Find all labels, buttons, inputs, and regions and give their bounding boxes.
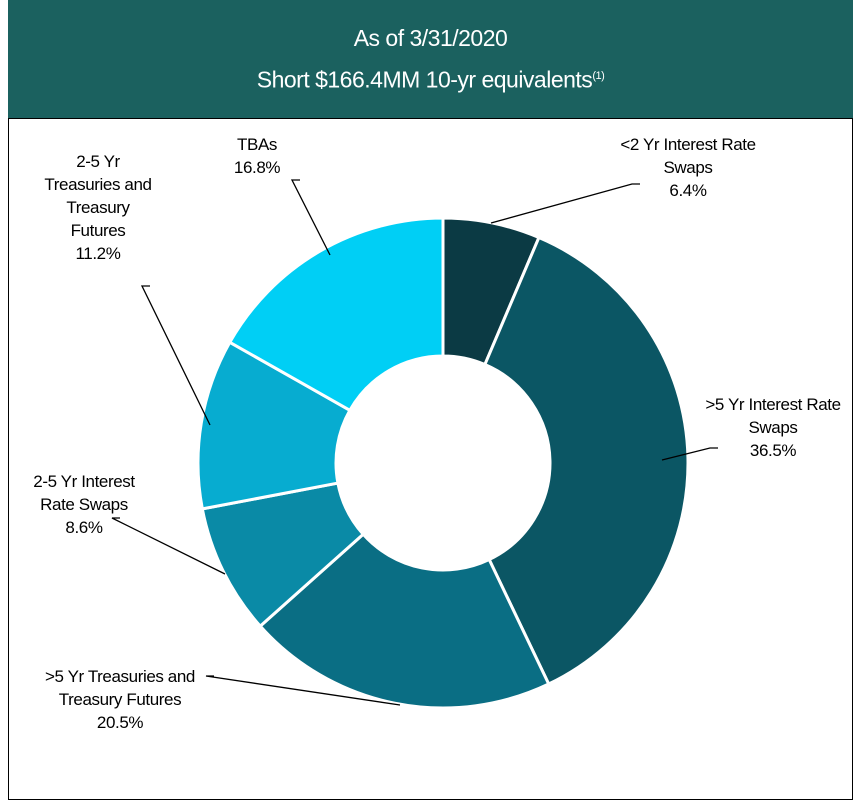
donut-slice: [196, 340, 352, 511]
category-label: TBAs: [237, 135, 277, 154]
leader-line: [661, 447, 718, 461]
leader-line: [111, 517, 226, 575]
donut-slice: [482, 235, 690, 687]
category-label: 2-5 Yr Interest Rate Swaps: [33, 472, 135, 514]
chart-subtitle: Short $166.4MM 10-yr equivalents: [256, 66, 593, 93]
slice-label: >5 Yr Treasuries and Treasury Futures 20.…: [42, 665, 198, 734]
value-label: 8.6%: [65, 518, 103, 537]
slice-label: >5 Yr Interest Rate Swaps 36.5%: [703, 393, 843, 462]
value-label: 20.5%: [96, 713, 144, 732]
header: As of 3/31/2020 Short $166.4MM 10-yr equ…: [8, 0, 853, 118]
chart-title: As of 3/31/2020: [353, 25, 508, 51]
leader-line: [290, 179, 331, 256]
footnote-marker: (1): [592, 70, 605, 82]
leader-line: [140, 285, 211, 426]
category-label: >5 Yr Treasuries and Treasury Futures: [45, 667, 195, 709]
slice-label: 2-5 Yr Treasuries and Treasury Futures 11…: [40, 150, 156, 265]
category-label: >5 Yr Interest Rate Swaps: [705, 395, 841, 437]
value-label: 6.4%: [669, 181, 707, 200]
donut-slice: [227, 216, 445, 413]
leader-line: [490, 183, 640, 224]
chart-subtitle-line: Short $166.4MM 10-yr equivalents(1): [8, 60, 853, 96]
category-label: 2-5 Yr Treasuries and Treasury Futures: [44, 152, 152, 240]
category-label: <2 Yr Interest Rate Swaps: [620, 135, 756, 177]
slice-label: <2 Yr Interest Rate Swaps 6.4%: [618, 133, 758, 202]
leader-line: [205, 675, 401, 706]
donut-slice: [258, 532, 551, 710]
value-label: 11.2%: [75, 244, 121, 263]
slice-label: 2-5 Yr Interest Rate Swaps 8.6%: [18, 470, 150, 539]
slice-label: TBAs 16.8%: [217, 133, 297, 179]
value-label: 16.8%: [233, 158, 281, 177]
value-label: 36.5%: [749, 441, 797, 460]
